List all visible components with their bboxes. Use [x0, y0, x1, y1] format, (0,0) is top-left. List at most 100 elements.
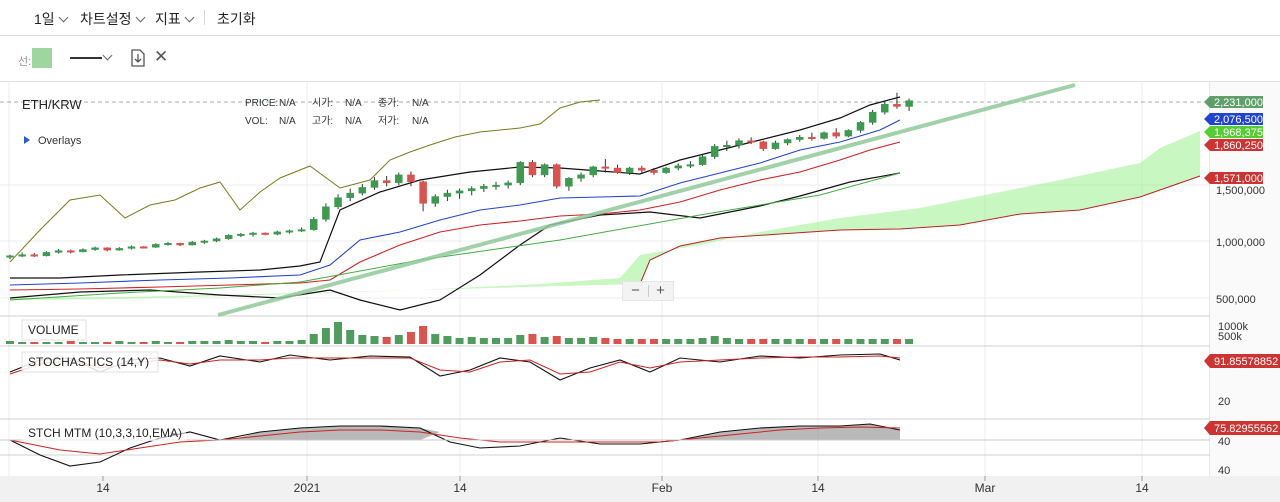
upper-band — [10, 96, 901, 279]
mtm-signal-line — [9, 426, 901, 455]
candle-up — [18, 254, 26, 257]
volume-bar — [674, 339, 683, 344]
volume-bar — [42, 342, 51, 344]
volume-bar — [795, 339, 804, 344]
volume-bar — [844, 339, 853, 344]
volume-bar — [346, 330, 355, 344]
candle-down — [103, 247, 111, 251]
zoom-in-button[interactable]: + — [656, 282, 665, 299]
time-axis: 14 2021 14 Feb 14 Mar 14 — [96, 476, 1149, 495]
overlays-toggle[interactable]: Overlays — [24, 135, 81, 147]
price-badge — [1204, 113, 1263, 125]
bollinger-bands — [9, 96, 901, 311]
legend-high-label: 고가: — [312, 115, 333, 127]
volume-bar — [18, 342, 27, 344]
volume-bar — [382, 337, 391, 344]
volume-bar — [540, 337, 549, 344]
mtm-tick-label: 40 — [1218, 436, 1230, 448]
candle-up — [54, 250, 63, 253]
candle-up — [698, 156, 707, 165]
candle-up — [662, 167, 670, 173]
candle-up — [783, 139, 792, 144]
trend-lines — [217, 83, 1076, 317]
volume-bar — [334, 322, 343, 344]
volume-bar — [249, 341, 257, 344]
zoom-control: − + — [622, 281, 674, 301]
candlestick-series — [6, 92, 913, 260]
symbol-label: ETH/KRW — [22, 97, 82, 112]
candle-up — [516, 162, 525, 184]
volume-bar — [455, 338, 464, 344]
candle-up — [91, 247, 99, 250]
volume-bar — [91, 342, 100, 344]
candle-down — [261, 232, 269, 235]
volume-bar — [273, 341, 282, 344]
indicator-badge — [1204, 421, 1280, 435]
candle-up — [127, 246, 136, 249]
volume-bar — [759, 339, 768, 344]
candle-down — [382, 180, 391, 184]
candle-up — [844, 130, 853, 137]
price-badge-label: 2,076,500 — [1214, 114, 1263, 126]
candle-up — [164, 243, 172, 246]
zoom-out-button[interactable]: − — [631, 282, 640, 299]
volume-bar — [297, 340, 306, 344]
legend-vol-label: VOL: — [245, 116, 268, 127]
candle-up — [504, 182, 512, 186]
mtm-fill-area — [230, 426, 440, 440]
price-badge — [1204, 139, 1263, 151]
candle-down — [419, 181, 427, 204]
candle-down — [528, 162, 537, 176]
period-label: 1일 — [34, 11, 55, 27]
chart-settings-dropdown[interactable]: 차트설정 — [80, 9, 145, 29]
volume-bar — [564, 338, 573, 344]
candle-up — [881, 103, 889, 113]
volume-bar — [880, 339, 889, 344]
reset-button[interactable]: 초기화 — [217, 11, 256, 27]
volume-bar — [856, 339, 865, 344]
candle-down — [747, 140, 755, 143]
candle-down — [893, 103, 901, 107]
volume-bar — [637, 339, 646, 344]
volume-bar — [577, 338, 586, 344]
indicator-label: 지표 — [155, 11, 181, 27]
toolbar-divider — [204, 10, 205, 25]
candle-down — [407, 174, 415, 182]
candle-down — [30, 254, 39, 257]
volume-bar — [127, 342, 136, 344]
chart-settings-label: 차트설정 — [80, 11, 132, 27]
stch-mtm-lines — [0, 423, 1210, 467]
line-style-dropdown[interactable] — [70, 49, 116, 67]
candle-down — [613, 167, 622, 173]
volume-bar — [78, 342, 87, 344]
candle-up — [346, 192, 354, 198]
line-color-swatch[interactable] — [32, 48, 52, 68]
volume-bar — [662, 339, 671, 344]
volume-bar — [115, 341, 124, 344]
candle-up — [771, 142, 780, 149]
candle-up — [115, 248, 124, 251]
candle-up — [455, 190, 464, 194]
candle-up — [212, 238, 221, 242]
indicator-dropdown[interactable]: 지표 — [155, 9, 195, 29]
volume-bar — [6, 341, 14, 344]
candle-up — [431, 196, 439, 204]
indicator-badge — [1204, 354, 1280, 368]
candle-down — [759, 141, 768, 149]
volume-bar — [358, 335, 367, 344]
line-color-label: 선: — [18, 56, 32, 68]
volume-bar — [516, 335, 525, 344]
candle-up — [480, 186, 488, 189]
candle-up — [905, 100, 913, 107]
legend-low-label: 저가: — [378, 115, 399, 127]
close-icon[interactable]: ✕ — [154, 47, 169, 66]
indicator-panel-titles: VOLUME STOCHASTICS (14,Y) STCH MTM (10,3,3… — [21, 319, 186, 441]
price-tick-label: 1,000,000 — [1216, 237, 1265, 249]
period-dropdown[interactable]: 1일 — [34, 9, 69, 29]
save-drawing-icon[interactable] — [128, 48, 148, 68]
candle-up — [237, 233, 245, 236]
candle-up — [820, 132, 828, 139]
